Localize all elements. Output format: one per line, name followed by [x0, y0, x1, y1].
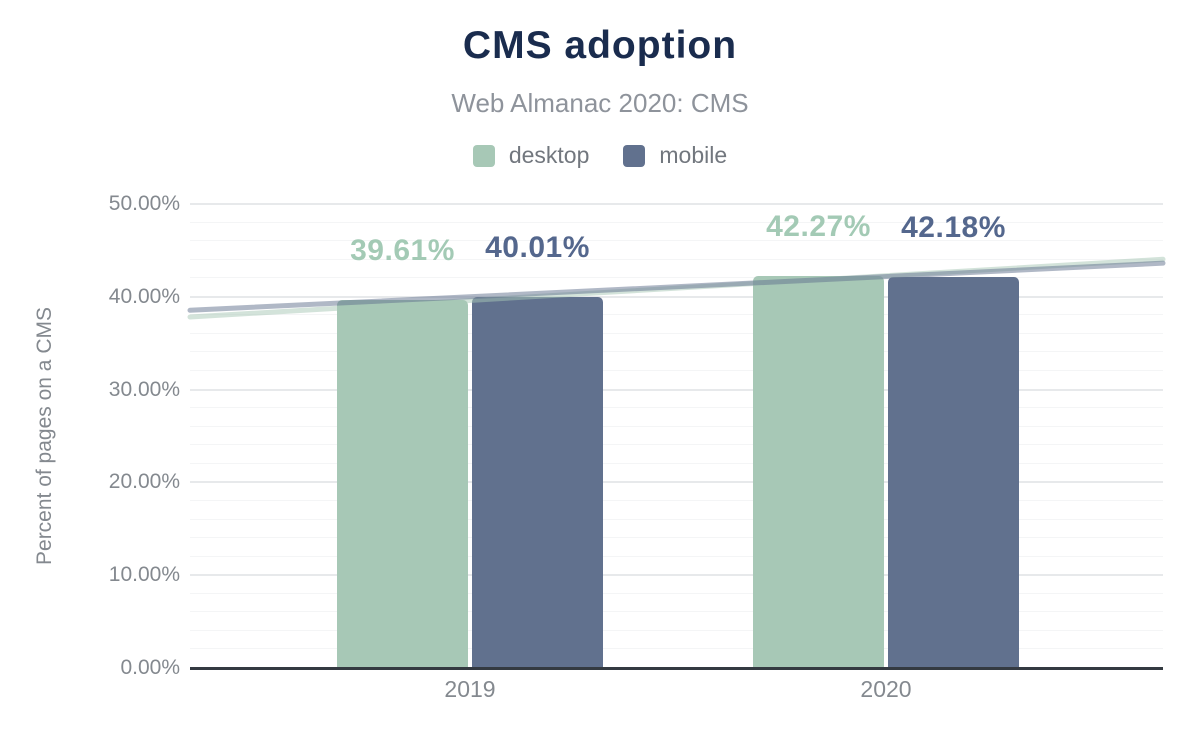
- gridline-major: [190, 481, 1163, 484]
- legend-label-mobile: mobile: [659, 142, 728, 168]
- bar-desktop-2020[interactable]: [753, 275, 884, 668]
- gridline-minor: [190, 425, 1163, 427]
- gridline-minor: [190, 537, 1163, 539]
- legend-label-desktop: desktop: [508, 142, 590, 168]
- gridline-minor: [190, 351, 1163, 353]
- x-tick-label: 2019: [444, 676, 496, 702]
- gridline-minor: [190, 499, 1163, 501]
- bar-desktop-2019[interactable]: [337, 300, 468, 668]
- gridline-minor: [190, 221, 1163, 223]
- gridline-minor: [190, 592, 1163, 594]
- chart-title: CMS adoption: [462, 24, 738, 67]
- bar-mobile-2020[interactable]: [888, 276, 1019, 668]
- gridline-major: [190, 203, 1163, 205]
- x-tick-label: 2020: [860, 676, 912, 702]
- gridline-minor: [190, 518, 1163, 520]
- legend: desktop mobile: [0, 142, 1200, 169]
- gridline-minor: [190, 240, 1163, 242]
- gridline-minor: [190, 407, 1163, 409]
- y-tick-label: 50.00%: [108, 192, 180, 215]
- y-tick-label: 0.00%: [120, 656, 180, 679]
- gridline-minor: [190, 332, 1163, 334]
- gridline-minor: [190, 370, 1163, 372]
- y-tick-label: 40.00%: [108, 284, 180, 308]
- mobile-swatch-icon: [623, 144, 646, 167]
- value-label-mobile-2019: 40.01%: [485, 230, 590, 264]
- gridline-minor: [190, 611, 1163, 613]
- y-tick-label: 10.00%: [108, 563, 180, 587]
- gridline-minor: [190, 444, 1163, 446]
- value-label-desktop-2020: 42.27%: [766, 209, 871, 243]
- gridline-major: [190, 574, 1163, 577]
- gridline-minor: [190, 648, 1163, 650]
- y-tick-label: 30.00%: [108, 377, 180, 401]
- gridline-major: [190, 388, 1163, 391]
- legend-item-desktop[interactable]: desktop: [472, 142, 590, 169]
- gridline-minor: [190, 462, 1163, 464]
- legend-item-mobile[interactable]: mobile: [623, 142, 727, 169]
- value-label-mobile-2020: 42.18%: [901, 210, 1006, 244]
- x-axis-line: [190, 667, 1163, 670]
- gridline-minor: [190, 555, 1163, 557]
- bar-mobile-2019[interactable]: [472, 296, 603, 668]
- chart-subtitle: Web Almanac 2020: CMS: [451, 88, 749, 118]
- y-tick-label: 20.00%: [108, 470, 180, 494]
- gridline-minor: [190, 629, 1163, 631]
- desktop-swatch-icon: [472, 144, 495, 167]
